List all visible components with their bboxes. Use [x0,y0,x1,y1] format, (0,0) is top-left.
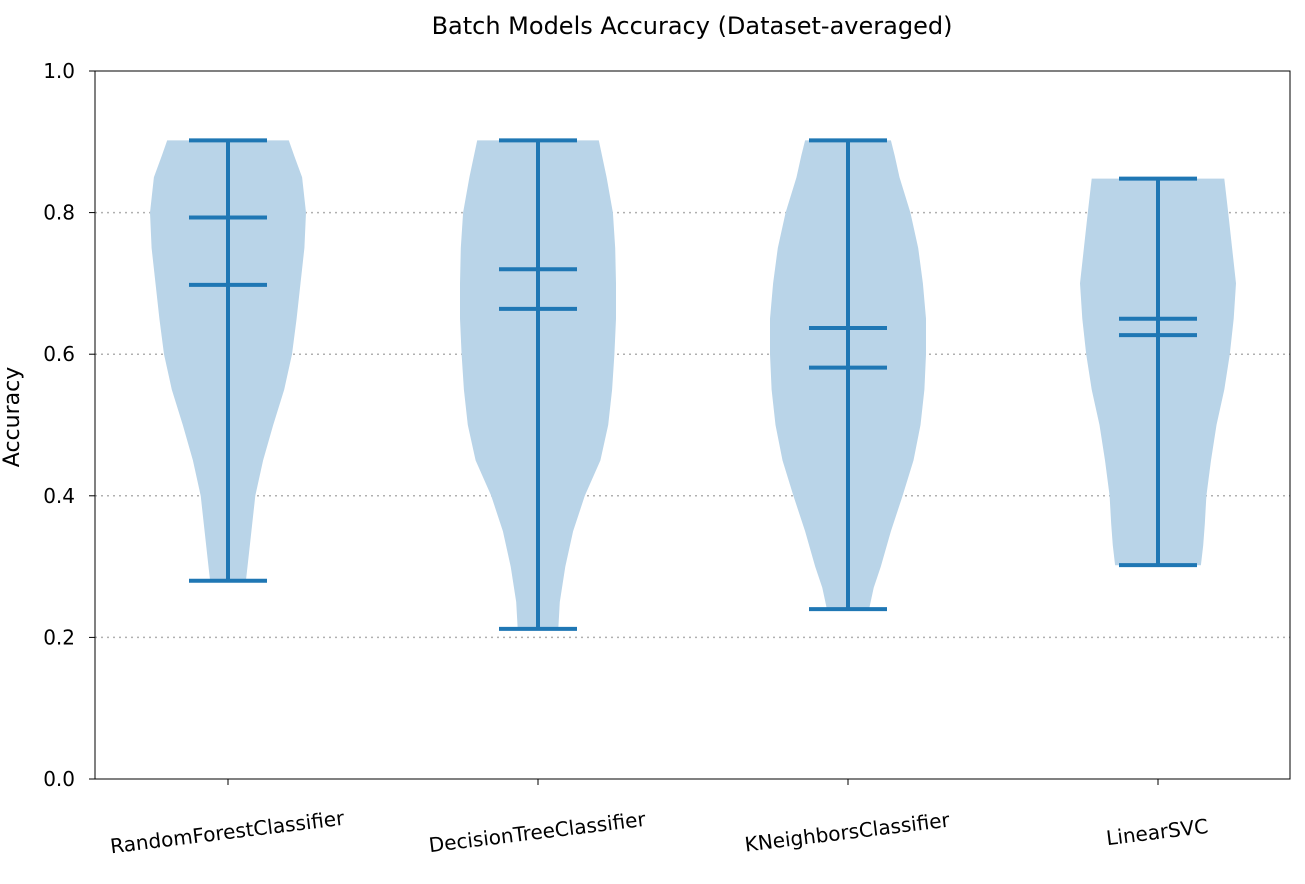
y-tick-label: 0.4 [43,484,75,508]
x-tick-label: RandomForestClassifier [109,806,346,859]
x-tick-layer: RandomForestClassifier DecisionTreeClassi… [109,779,1210,859]
violin-layer [150,140,1236,629]
chart-title: Batch Models Accuracy (Dataset-averaged) [432,12,953,40]
x-tick-label: LinearSVC [1105,814,1210,850]
x-tick-label: DecisionTreeClassifier [427,807,647,857]
y-tick-label: 0.2 [43,625,75,649]
y-tick-label: 0.8 [43,201,75,225]
x-tick-label: KNeighborsClassifier [743,807,951,856]
plot-frame [94,70,1291,780]
y-tick-label: 0.0 [43,767,75,791]
stats-layer [189,138,1197,631]
y-tick-layer: 0.0 0.2 0.4 0.6 0.8 1.0 [43,59,95,791]
y-tick-label: 0.6 [43,342,75,366]
y-axis-label: Accuracy [0,367,25,467]
y-tick-label: 1.0 [43,59,75,83]
